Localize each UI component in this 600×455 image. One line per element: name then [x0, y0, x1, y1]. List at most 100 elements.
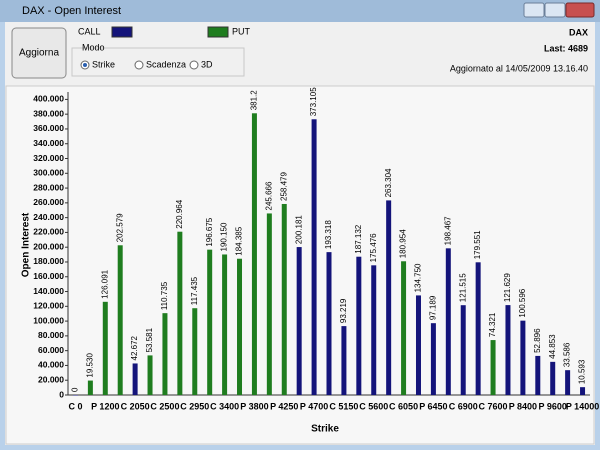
y-tick-label: 240.000 — [33, 212, 64, 222]
value-label: 187.132 — [354, 224, 363, 253]
value-label: 74.321 — [488, 312, 497, 337]
refresh-button-label: Aggiorna — [19, 48, 59, 59]
radio-scadenza[interactable] — [134, 60, 144, 70]
title-bar — [0, 0, 600, 22]
close-button[interactable] — [565, 2, 595, 18]
value-label: 53.581 — [145, 327, 154, 352]
bar — [371, 265, 377, 395]
value-label: 100.596 — [518, 288, 527, 317]
legend-label: CALL — [78, 26, 101, 36]
x-tick-label: C 6900 — [449, 401, 478, 411]
value-label: 44.853 — [548, 334, 557, 359]
x-tick-label: C 5600 — [359, 401, 388, 411]
y-tick-label: 20.000 — [38, 374, 64, 384]
y-tick-label: 200.000 — [33, 241, 64, 251]
bar — [222, 254, 228, 395]
bar — [72, 395, 78, 396]
x-tick-label: C 6050 — [389, 401, 418, 411]
x-tick-label: C 2500 — [150, 401, 179, 411]
bar — [386, 200, 392, 395]
x-axis-title: Strike — [311, 424, 339, 435]
bar — [520, 320, 526, 395]
minimize-button[interactable] — [523, 2, 545, 18]
y-tick-label: 40.000 — [38, 360, 64, 370]
mode-group — [71, 47, 245, 77]
value-label: 180.954 — [399, 229, 408, 258]
bar — [207, 249, 213, 395]
mode-label: 3D — [201, 59, 213, 69]
value-label: 179.551 — [473, 230, 482, 259]
y-tick-label: 280.000 — [33, 182, 64, 192]
value-label: 193.318 — [324, 220, 333, 249]
x-tick-label: C 3400 — [210, 401, 239, 411]
window-title: DAX - Open Interest — [22, 5, 121, 17]
x-tick-label: P 6450 — [419, 401, 447, 411]
bar — [237, 258, 243, 395]
bar — [87, 380, 93, 395]
bar — [535, 355, 541, 395]
bar — [430, 323, 436, 395]
x-tick-label: P 8400 — [509, 401, 537, 411]
value-label: 190.150 — [220, 222, 229, 251]
y-tick-label: 260.000 — [33, 197, 64, 207]
x-tick-label: P 14000 — [566, 401, 599, 411]
legend-label: PUT — [232, 26, 251, 36]
y-tick-label: 180.000 — [33, 256, 64, 266]
value-label: 33.586 — [563, 342, 572, 367]
mode-group-label: Modo — [82, 42, 105, 52]
value-label: 200.181 — [294, 215, 303, 244]
legend-swatch — [207, 26, 229, 38]
value-label: 263.304 — [384, 168, 393, 197]
value-label: 184.385 — [235, 226, 244, 255]
bar — [415, 295, 421, 395]
radio-3d[interactable] — [189, 60, 199, 70]
refresh-button[interactable] — [11, 27, 67, 79]
y-axis-title: Open Interest — [21, 212, 32, 277]
y-tick-label: 160.000 — [33, 271, 64, 281]
value-label: 126.091 — [100, 269, 109, 298]
symbol: DAX — [569, 27, 588, 37]
x-tick-label: P 4700 — [300, 401, 328, 411]
value-label: 19.530 — [85, 353, 94, 378]
bar — [356, 256, 362, 395]
value-label: 258.479 — [279, 172, 288, 201]
x-tick-label: C 2950 — [180, 401, 209, 411]
bar — [445, 248, 451, 395]
y-tick-label: 120.000 — [33, 301, 64, 311]
maximize-button[interactable] — [544, 2, 566, 18]
y-tick-label: 380.000 — [33, 108, 64, 118]
bar — [102, 301, 108, 395]
bar — [192, 308, 198, 395]
value-label: 0 — [71, 387, 80, 392]
y-tick-label: 340.000 — [33, 138, 64, 148]
bar — [177, 231, 183, 395]
y-tick-label: 140.000 — [33, 286, 64, 296]
y-tick-label: 100.000 — [33, 315, 64, 325]
bar — [132, 363, 138, 395]
y-tick-label: 0 — [59, 389, 64, 399]
value-label: 381.2 — [250, 90, 259, 111]
y-tick-label: 300.000 — [33, 168, 64, 178]
radio-dot — [83, 63, 87, 67]
value-label: 202.579 — [115, 213, 124, 242]
y-tick-label: 400.000 — [33, 94, 64, 104]
bar — [341, 326, 347, 395]
bar — [326, 252, 332, 395]
value-label: 121.629 — [503, 273, 512, 302]
value-label: 93.219 — [339, 298, 348, 323]
value-label: 42.672 — [130, 335, 139, 360]
value-label: 245.666 — [264, 181, 273, 210]
value-label: 373.105 — [309, 87, 318, 116]
y-tick-label: 80.000 — [38, 330, 64, 340]
bar — [490, 340, 496, 395]
x-tick-label: P 9600 — [539, 401, 567, 411]
value-label: 134.750 — [414, 263, 423, 292]
value-label: 220.964 — [175, 199, 184, 228]
bar — [401, 261, 407, 395]
y-tick-label: 220.000 — [33, 227, 64, 237]
value-label: 198.467 — [443, 216, 452, 245]
x-tick-label: P 3800 — [240, 401, 268, 411]
bar — [281, 203, 287, 395]
legend-swatch — [111, 26, 133, 38]
